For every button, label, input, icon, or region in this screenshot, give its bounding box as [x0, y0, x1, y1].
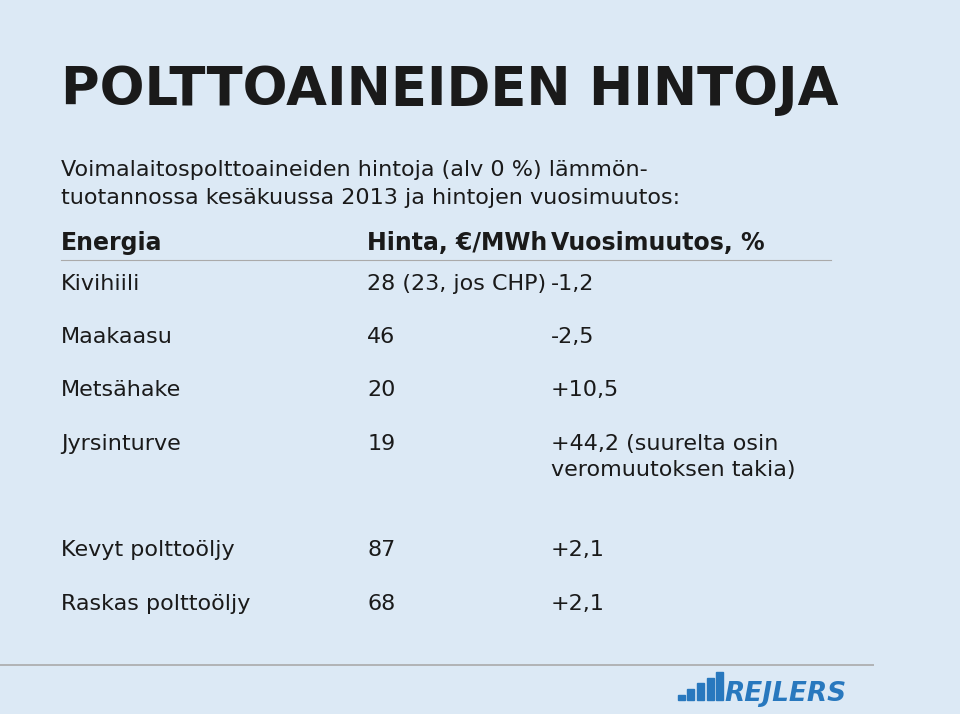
- Text: +10,5: +10,5: [551, 381, 619, 401]
- Bar: [707, 678, 713, 700]
- Text: 19: 19: [368, 434, 396, 454]
- Text: 20: 20: [368, 381, 396, 401]
- Bar: [697, 683, 704, 700]
- Text: +2,1: +2,1: [551, 594, 605, 614]
- Text: -1,2: -1,2: [551, 273, 594, 293]
- Text: Raskas polttoöljy: Raskas polttoöljy: [61, 594, 251, 614]
- Text: 46: 46: [368, 327, 396, 347]
- Text: POLTTOAINEIDEN HINTOJA: POLTTOAINEIDEN HINTOJA: [61, 64, 839, 116]
- Text: tuotannossa kesäkuussa 2013 ja hintojen vuosimuutos:: tuotannossa kesäkuussa 2013 ja hintojen …: [61, 188, 681, 208]
- Text: Vuosimuutos, %: Vuosimuutos, %: [551, 231, 764, 255]
- Text: +2,1: +2,1: [551, 540, 605, 560]
- Text: Maakaasu: Maakaasu: [61, 327, 173, 347]
- Text: REJLERS: REJLERS: [724, 681, 846, 708]
- Text: Hinta, €/MWh: Hinta, €/MWh: [368, 231, 547, 255]
- Text: Kivihiili: Kivihiili: [61, 273, 140, 293]
- Text: Jyrsinturve: Jyrsinturve: [61, 434, 180, 454]
- Text: Energia: Energia: [61, 231, 162, 255]
- Bar: [687, 689, 694, 700]
- Text: +44,2 (suurelta osin
veromuutoksen takia): +44,2 (suurelta osin veromuutoksen takia…: [551, 434, 796, 481]
- Text: Metsähake: Metsähake: [61, 381, 181, 401]
- Text: 87: 87: [368, 540, 396, 560]
- Text: 28 (23, jos CHP): 28 (23, jos CHP): [368, 273, 546, 293]
- Text: Voimalaitospolttoaineiden hintoja (alv 0 %) lämmön-: Voimalaitospolttoaineiden hintoja (alv 0…: [61, 160, 648, 180]
- Text: Kevyt polttoöljy: Kevyt polttoöljy: [61, 540, 235, 560]
- Bar: [716, 672, 723, 700]
- Text: -2,5: -2,5: [551, 327, 594, 347]
- Bar: [678, 695, 684, 700]
- Text: 68: 68: [368, 594, 396, 614]
